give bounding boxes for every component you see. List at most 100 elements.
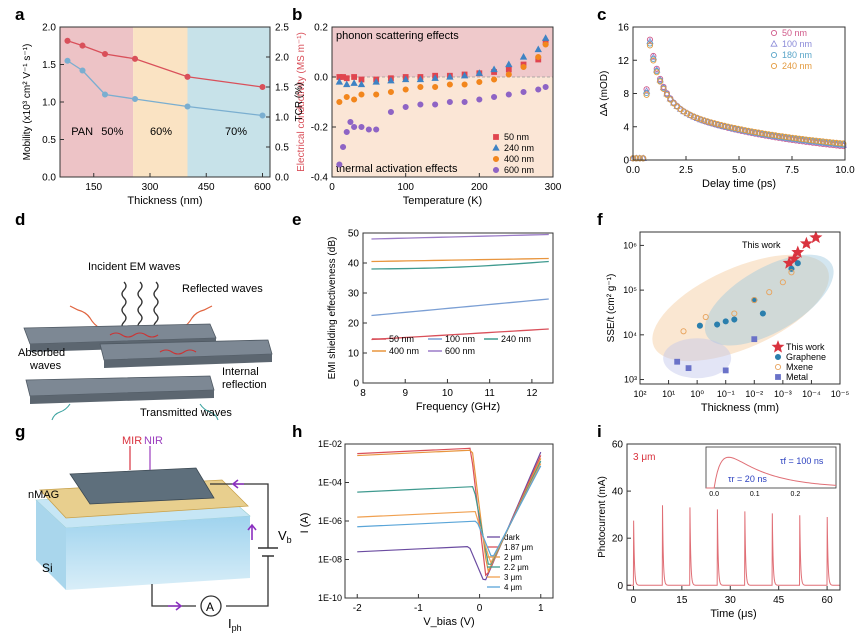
series-line-e-2 (371, 260, 549, 270)
legend-label-e-4: 600 nm (445, 346, 475, 356)
x-tick-label-i-2: 30 (725, 595, 737, 606)
data-point-c-3-60 (833, 139, 840, 146)
transmitted-wave-1 (51, 403, 71, 421)
data-point-f-1-3 (731, 316, 738, 323)
data-point-b-3-2 (343, 128, 350, 136)
x-tick-label-f-0: 10² (633, 389, 646, 399)
data-point-b-1-9 (446, 72, 454, 80)
data-point-f-0-2 (791, 245, 805, 258)
data-point-a-1-1 (79, 42, 86, 49)
region-band-0 (60, 27, 134, 177)
x-axis-label-a: Thickness (nm) (127, 195, 202, 207)
data-point-f-0-3 (799, 236, 813, 250)
data-point-c-3-21 (701, 117, 708, 124)
data-point-b-1-1 (343, 80, 351, 88)
x-tick-label-h-1: -1 (414, 603, 423, 614)
data-point-c-3-46 (785, 134, 793, 141)
series-line-e-1 (371, 298, 549, 317)
data-point-c-1-7 (653, 65, 661, 73)
data-point-c-3-26 (718, 122, 725, 129)
data-point-c-3-12 (670, 100, 677, 107)
data-point-c-3-25 (714, 121, 721, 128)
region-label-pan: PAN (71, 126, 93, 138)
y-tick-label-b-0: -0.4 (311, 173, 329, 184)
y-tick-label-b-3: 0.2 (314, 23, 328, 34)
region-label-50: 50% (101, 126, 123, 138)
x-tick-label-i-4: 60 (822, 595, 834, 606)
legend-marker-b-1 (492, 143, 500, 151)
data-point-c-3-20 (697, 116, 704, 123)
data-point-c-3-4 (643, 91, 650, 98)
data-point-c-3-5 (646, 42, 654, 49)
y-tick-label-e-3: 30 (348, 289, 360, 300)
data-point-b-3-0 (336, 161, 343, 168)
y-axis-label-e: EMI shielding effectiveness (dB) (327, 237, 338, 380)
label-transmitted: Transmitted waves (140, 407, 232, 419)
current-arrow-top (231, 479, 244, 489)
x-tick-label-c-0: 0.0 (626, 165, 640, 176)
data-point-c-2-4 (643, 89, 650, 97)
plot-frame-f (639, 231, 841, 385)
x-tick-label-f-6: 10⁻⁴ (802, 389, 821, 399)
data-point-a-0-2 (101, 91, 109, 98)
x-tick-label-b-0: 0 (329, 182, 335, 193)
data-point-c-3-47 (789, 134, 796, 141)
label-reflected: Reflected waves (182, 283, 263, 295)
y-tick-label-a-3: 1.5 (42, 60, 56, 71)
data-point-a-1-4 (184, 73, 191, 80)
data-point-b-1-5 (387, 76, 395, 84)
data-point-f-1-7 (794, 260, 801, 267)
y-tick-label-a-4: 2.0 (42, 23, 56, 34)
legend-label-h-1: 1.87 μm (504, 543, 533, 552)
data-point-c-3-37 (755, 129, 762, 136)
data-point-c-3-49 (796, 135, 803, 142)
data-point-c-3-38 (758, 130, 765, 137)
legend-marker-b-0 (493, 134, 499, 140)
y-tick-label-f-3: 10⁶ (623, 240, 637, 250)
legend-label-e-0: 50 nm (389, 334, 414, 344)
data-point-f-2-6 (788, 269, 795, 276)
data-point-c-3-33 (741, 127, 748, 134)
panel-letter-d: d (15, 210, 25, 229)
legend-marker-f-2 (774, 363, 782, 371)
data-point-b-3-15 (491, 93, 498, 101)
series-line-e-4 (371, 233, 549, 240)
region-band-2 (187, 27, 270, 177)
y-tick-label-h-0: 1E-10 (318, 593, 342, 603)
nmag-film (69, 467, 215, 505)
data-point-c-1-10 (663, 89, 671, 97)
data-point-b-3-11 (432, 101, 439, 108)
data-point-b-3-7 (373, 126, 380, 133)
legend-marker-b-3 (492, 166, 500, 174)
panel-letter-b: b (292, 5, 302, 24)
reflected-wave-left (69, 305, 101, 329)
x-tick-label-f-5: 10⁻³ (774, 389, 792, 399)
y-tick-label-a2-0: 0.0 (275, 173, 289, 184)
si-substrate-side (66, 516, 250, 590)
y-tick-label-e-5: 50 (348, 229, 360, 240)
internal-reflection-wave (159, 349, 197, 355)
y-tick-label-f-2: 10⁵ (623, 285, 637, 295)
data-point-c-3-6 (650, 57, 657, 64)
chart-b: phonon scattering effects thermal activat… (294, 23, 562, 208)
legend-label-h-5: 4 μm (504, 583, 522, 592)
data-point-b-2-11 (476, 78, 483, 86)
data-point-c-3-29 (728, 124, 735, 131)
legend-label-b-3: 600 nm (504, 165, 534, 175)
data-point-b-2-4 (373, 91, 380, 98)
data-point-f-2-5 (779, 279, 786, 286)
data-point-c-3-28 (724, 123, 732, 130)
y-tick-label-e-0: 0 (353, 379, 359, 390)
legend-label-h-0: dark (504, 533, 521, 542)
data-point-b-3-5 (358, 123, 365, 131)
data-point-a-1-5 (259, 83, 266, 91)
data-point-b-2-5 (387, 88, 394, 96)
x-axis-label-f: Thickness (mm) (701, 402, 779, 414)
data-point-c-0-5 (646, 36, 654, 43)
legend-marker-c-1 (770, 39, 778, 47)
x-tick-label-h-2: 0 (477, 603, 483, 614)
x-tick-label-c-2: 5.0 (732, 165, 746, 176)
data-point-c-3-10 (663, 91, 670, 98)
